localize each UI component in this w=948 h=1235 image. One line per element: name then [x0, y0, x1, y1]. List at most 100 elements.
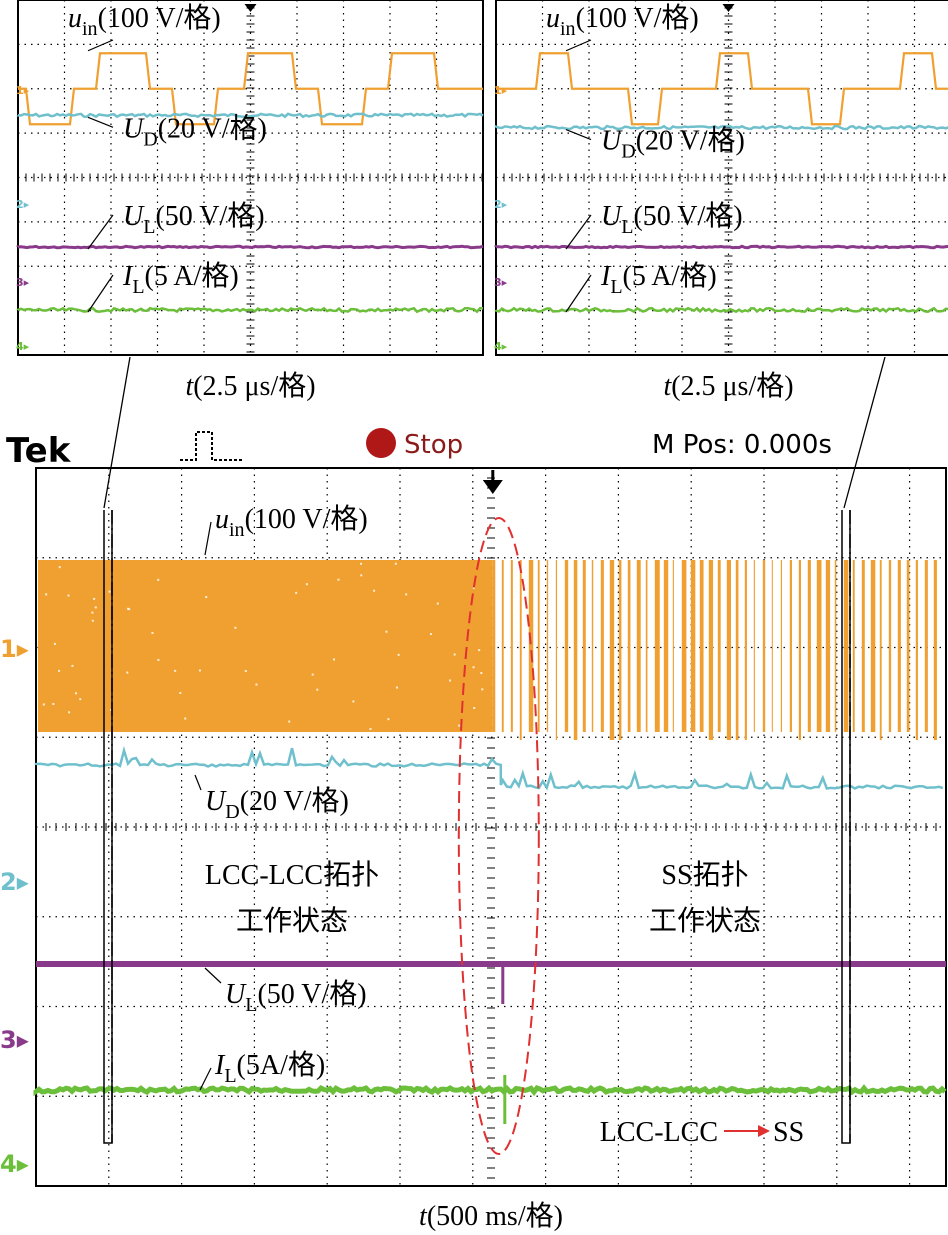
u-in-band-pulse: [555, 560, 558, 740]
u-in-band-pulse: [780, 560, 783, 732]
band-noise: [75, 692, 78, 695]
band-noise: [453, 653, 456, 656]
channel-marker-3: 3▸: [494, 276, 508, 289]
label-leader: [199, 1067, 212, 1091]
channel-marker-1: 1▸: [16, 84, 30, 97]
band-noise: [333, 658, 336, 661]
band-noise: [157, 658, 160, 661]
ss-state-label: SS拓扑: [661, 859, 748, 891]
band-noise: [179, 692, 182, 695]
series-label-U_L: UL(50 V/格): [601, 200, 743, 238]
i-l-trace: [494, 306, 948, 314]
band-noise: [311, 673, 314, 676]
label-leader: [87, 39, 114, 52]
transition-from-label: LCC-LCC: [600, 1117, 718, 1148]
u-in-band-pulse: [672, 560, 674, 732]
band-noise: [369, 728, 372, 731]
channel-marker-2: 2▸: [0, 868, 29, 896]
u-in-band-pulse: [762, 560, 766, 732]
band-noise: [397, 653, 400, 656]
series-label-U_D: UD(20 V/格): [601, 125, 745, 163]
u-in-band-pulse: [564, 560, 569, 732]
label-leader: [87, 116, 114, 128]
band-noise: [174, 669, 177, 672]
u-in-band-pulse: [519, 560, 522, 740]
u-in-band-pulse: [861, 560, 865, 732]
u-in-band-pulse: [735, 560, 739, 740]
band-noise: [52, 702, 55, 705]
label-leader: [565, 39, 592, 52]
band-noise: [360, 562, 363, 565]
band-noise: [316, 688, 319, 691]
u-in-band-pulse: [609, 560, 615, 740]
u-in-band-pulse: [501, 560, 504, 732]
u-in-trace: [18, 52, 483, 126]
band-noise: [295, 591, 298, 594]
u-in-band-pulse: [645, 560, 648, 732]
zoom-panel-right: 1▸ 2▸ 3▸ 4▸ uin(100 V/格) UD(20 V/格) UL(50 V/格)…: [494, 0, 948, 402]
u-in-band-pulse: [600, 560, 604, 732]
band-noise: [244, 670, 247, 673]
band-noise: [473, 706, 476, 709]
band-noise: [53, 642, 56, 645]
band-noise: [68, 711, 71, 714]
band-noise: [198, 669, 201, 672]
u-in-band-pulse: [879, 560, 882, 740]
band-noise: [305, 583, 308, 586]
u-in-band-pulse: [627, 560, 631, 732]
u-d-trace: [34, 745, 944, 791]
series-label-I_L: IL(5 A/格): [600, 260, 717, 298]
band-noise: [151, 631, 154, 634]
label-leader: [204, 967, 222, 984]
trigger-arrow-icon: [722, 4, 735, 12]
u-in-band-pulse: [654, 560, 660, 732]
band-noise: [157, 578, 160, 581]
label-leader: [194, 774, 202, 791]
channel-marker-2: 2▸: [494, 198, 508, 211]
series-label-U_L: UL(50 V/格): [225, 978, 367, 1016]
band-noise: [385, 630, 388, 633]
band-noise: [45, 593, 48, 596]
u-in-band-pulse: [807, 560, 811, 732]
band-noise: [478, 649, 481, 652]
band-noise: [472, 586, 475, 589]
u-in-trace: [496, 52, 948, 126]
series-label-u_in: uin(100 V/格): [546, 2, 699, 40]
status-label: Stop: [404, 430, 463, 460]
u-in-band-pulse: [789, 560, 792, 732]
label-leader: [565, 214, 592, 250]
channel-marker-2: 2▸: [16, 198, 30, 211]
u-in-band-pulse: [915, 560, 918, 740]
band-noise: [394, 562, 397, 565]
band-noise: [79, 698, 82, 701]
band-noise: [184, 717, 187, 720]
band-noise: [396, 686, 399, 689]
label-leader: [565, 274, 592, 313]
u-in-band-dense: [38, 560, 493, 732]
band-noise: [205, 596, 208, 599]
band-noise: [58, 669, 61, 672]
stop-dot-icon: [366, 428, 396, 458]
u-in-band-pulse: [546, 560, 549, 732]
band-noise: [360, 574, 363, 577]
m-pos-readout: M Pos: 0.000s: [652, 430, 832, 460]
x-axis-label: t(2.5 μs/格): [663, 370, 793, 402]
u-in-band-pulse: [681, 560, 687, 732]
series-label-U_D: UD(20 V/格): [123, 112, 267, 150]
u-in-band-pulse: [618, 560, 622, 740]
band-noise: [127, 607, 130, 610]
u-l-trace: [494, 244, 948, 250]
u-in-band-pulse: [528, 560, 534, 732]
series-label-u_in: uin(100 V/格): [215, 503, 368, 541]
band-noise: [373, 589, 376, 592]
band-noise: [42, 703, 45, 706]
u-l-trace: [16, 244, 484, 250]
band-noise: [91, 611, 94, 614]
channel-marker-3: 3▸: [0, 1026, 29, 1054]
u-in-band-pulse: [771, 560, 773, 732]
lcc-lcc-state-label: LCC-LCC拓扑: [205, 859, 379, 891]
u-in-band-pulse: [924, 560, 928, 732]
band-noise: [71, 664, 74, 667]
brand-label: Tek: [6, 431, 72, 471]
